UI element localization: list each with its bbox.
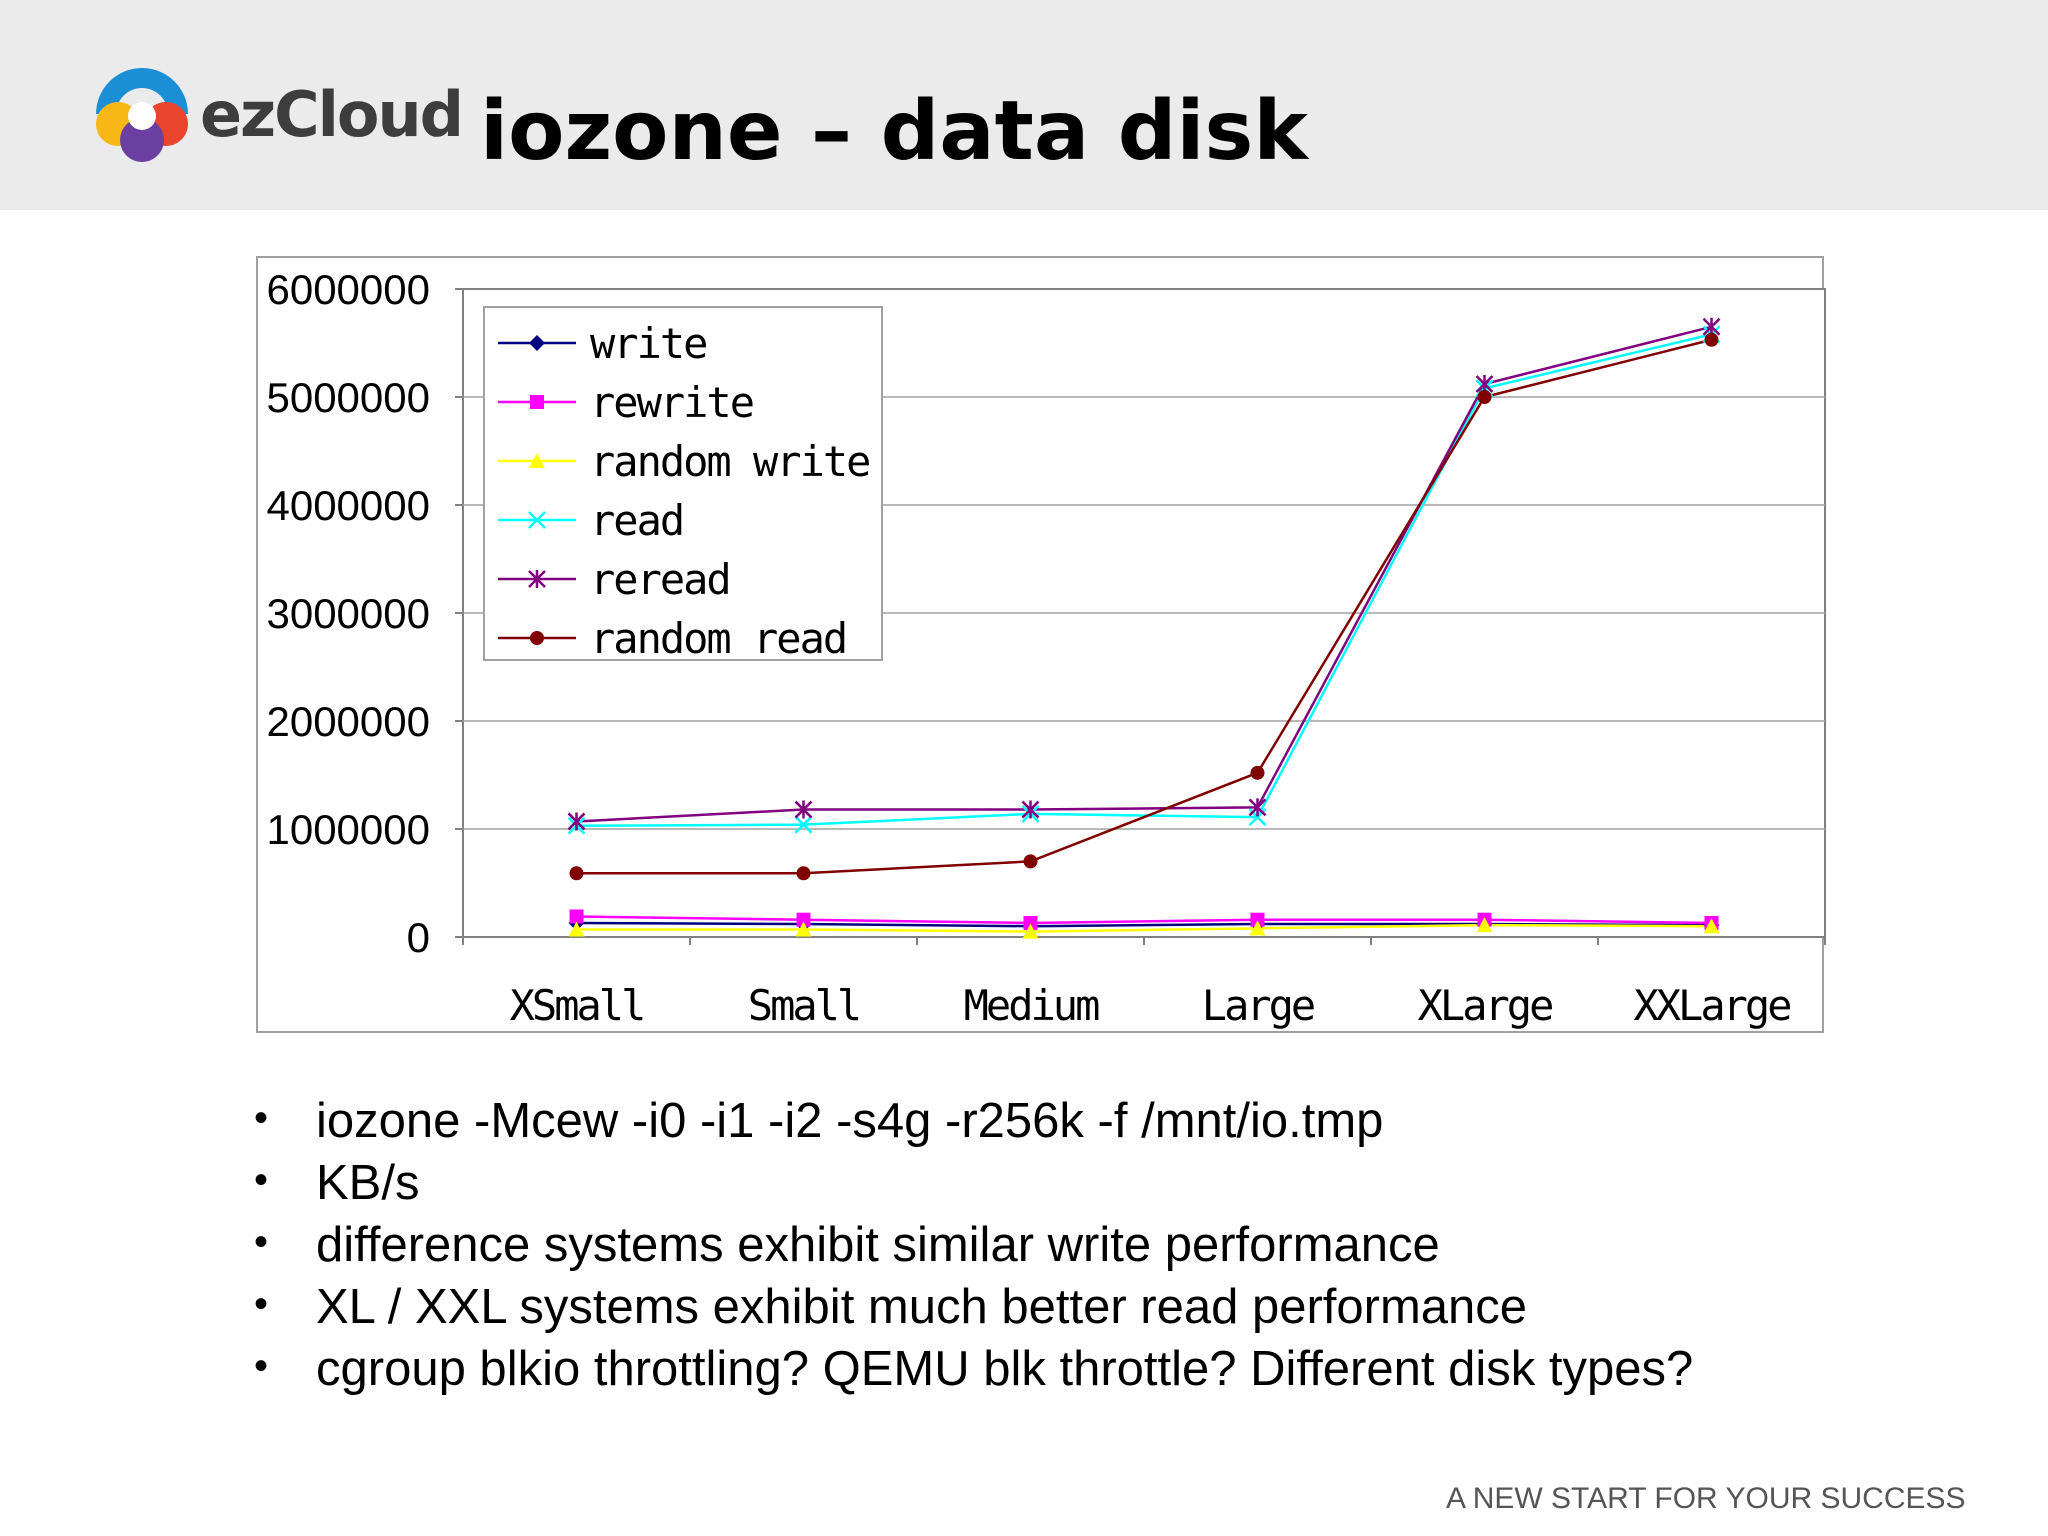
ezcloud-logo [96,68,188,162]
x-tick-label: XSmall [510,981,644,1030]
series-line [576,333,1712,828]
x-marker [794,815,813,834]
bullet-item: • XL / XXL systems exhibit much better re… [250,1276,1693,1338]
bullet-text: iozone -Mcew -i0 -i1 -i2 -s4g -r256k -f … [316,1094,1384,1148]
triangle-marker [1249,920,1266,936]
brand-name: ezCloud [200,78,464,151]
asterisk-marker [528,570,546,588]
circle-marker [530,631,544,645]
legend-label: random read [590,614,846,663]
y-tick-label: 6000000 [266,266,430,313]
triangle-marker [1022,923,1039,939]
legend-label: random write [590,437,869,486]
y-tick-label: 0 [407,914,430,961]
circle-marker [569,866,584,881]
bullet-item: • difference systems exhibit similar writ… [250,1214,1693,1276]
y-tick-label: 3000000 [266,590,430,637]
x-tick-label: Small [748,981,859,1030]
x-tick-label: XXLarge [1633,981,1790,1030]
bullet-text: XL / XXL systems exhibit much better rea… [316,1280,1528,1334]
legend: write rewrite random write read reread random… [483,306,883,663]
square-marker [796,912,811,927]
legend-box [483,306,883,661]
legend-label: reread [590,555,730,604]
bullet-list: • iozone -Mcew -i0 -i1 -i2 -s4g -r256k -f… [250,1090,1693,1400]
triangle-marker [795,921,812,937]
circle-marker [1250,765,1265,780]
bullet-dot: • [254,1344,269,1388]
x-axis-ticks: XSmall Small Medium Large XLarge XXLarge [510,981,1794,1030]
bullet-dot: • [254,1096,269,1140]
x-tick-label: XLarge [1418,981,1552,1030]
x-marker [528,511,546,529]
y-tick-label: 4000000 [266,482,430,529]
circle-marker [1477,390,1492,404]
square-marker [569,909,584,924]
circle-marker [1023,854,1038,869]
series-line [576,325,1712,823]
bullet-dot: • [254,1282,269,1326]
slide-title: iozone – data disk [480,84,1308,179]
circle-marker [1704,332,1719,347]
series-line [576,923,1712,933]
square-marker [1250,912,1265,927]
y-tick-label: 5000000 [266,374,430,421]
y-tick-label: 2000000 [266,698,430,745]
triangle-marker [1703,918,1720,934]
triangle-marker [1476,917,1493,933]
slide-header: ezCloud iozone – data disk [0,0,2048,210]
y-tick-label: 1000000 [266,806,430,853]
x-tick-label: Medium [964,981,1099,1030]
line-chart: 0 1000000 2000000 3000000 4000000 5000000 6000… [256,256,1826,1033]
triangle-marker [529,453,545,468]
bullet-text: cgroup blkio throttling? QEMU blk thrott… [316,1342,1694,1396]
legend-label: read [590,496,683,545]
series-lines [576,325,1712,933]
series-markers [567,317,1721,939]
asterisk-marker [567,812,586,831]
legend-label: write [590,319,706,368]
series-line [576,915,1712,925]
legend-label: rewrite [590,378,753,427]
asterisk-marker [794,800,813,819]
x-tick-label: Large [1202,981,1314,1030]
bullet-text: difference systems exhibit similar write… [316,1218,1440,1272]
series-line [576,338,1712,875]
bullet-dot: • [254,1220,269,1264]
bullet-dot: • [254,1158,269,1202]
circle-marker [796,866,811,881]
footer-tagline: A NEW START FOR YOUR SUCCESS [1446,1482,1966,1515]
asterisk-marker [1248,798,1267,817]
asterisk-marker [1021,800,1040,819]
bullet-item: • iozone -Mcew -i0 -i1 -i2 -s4g -r256k -f… [250,1090,1693,1152]
diamond-marker [529,335,545,351]
bullet-text: KB/s [316,1156,420,1210]
triangle-marker [568,921,585,937]
bullet-item: • cgroup blkio throttling? QEMU blk throt… [250,1338,1693,1400]
y-axis-ticks: 0 1000000 2000000 3000000 4000000 5000000 6000… [266,266,430,961]
square-marker [1023,915,1038,930]
bullet-item: • KB/s [250,1152,1693,1214]
square-marker [530,395,544,409]
